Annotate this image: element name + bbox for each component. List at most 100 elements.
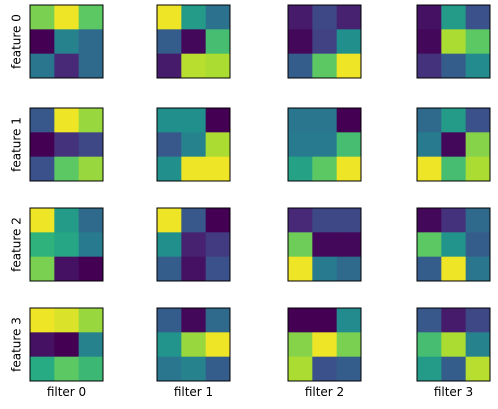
heatmap-cell bbox=[288, 356, 313, 382]
heatmap-cell bbox=[441, 208, 467, 233]
heatmap-cell bbox=[205, 208, 231, 233]
panel-frame bbox=[29, 307, 104, 382]
heatmap-cell bbox=[181, 356, 207, 382]
heatmap-cell bbox=[157, 356, 182, 382]
heatmap-cell bbox=[288, 308, 313, 333]
panel-frame bbox=[156, 107, 231, 182]
heatmap-cell bbox=[30, 256, 55, 282]
heatmap-cell bbox=[312, 256, 338, 282]
heatmap-cell bbox=[54, 356, 80, 382]
heatmap-cell bbox=[465, 29, 491, 55]
heatmap-cell bbox=[312, 53, 338, 79]
heatmap-cell bbox=[157, 108, 182, 133]
heatmap-cell bbox=[417, 308, 442, 333]
panel-frame bbox=[156, 4, 231, 79]
row-label: feature 1 bbox=[10, 117, 24, 172]
heatmap-cell bbox=[78, 5, 104, 30]
row-label: feature 3 bbox=[10, 317, 24, 372]
panel-r1-c0 bbox=[29, 107, 104, 182]
panel-frame bbox=[29, 107, 104, 182]
heatmap-cell bbox=[157, 208, 182, 233]
panel-frame bbox=[287, 307, 362, 382]
heatmap-cell bbox=[288, 29, 313, 55]
heatmap-cell bbox=[78, 53, 104, 79]
heatmap-cell bbox=[181, 256, 207, 282]
heatmap-cell bbox=[30, 108, 55, 133]
heatmap-cell bbox=[157, 5, 182, 30]
heatmap-cell bbox=[417, 29, 442, 55]
heatmap-cell bbox=[54, 208, 80, 233]
panel-frame bbox=[156, 207, 231, 282]
heatmap-cell bbox=[181, 108, 207, 133]
heatmap-cell bbox=[465, 5, 491, 30]
heatmap-cell bbox=[336, 332, 362, 358]
heatmap-cell bbox=[30, 132, 55, 158]
heatmap-cell bbox=[336, 108, 362, 133]
panel-frame bbox=[156, 307, 231, 382]
heatmap-cell bbox=[205, 108, 231, 133]
heatmap-cell bbox=[78, 356, 104, 382]
heatmap-cell bbox=[441, 256, 467, 282]
heatmap-cell bbox=[441, 108, 467, 133]
heatmap-cell bbox=[30, 308, 55, 333]
panel-r0-c2 bbox=[287, 4, 362, 79]
heatmap-cell bbox=[417, 132, 442, 158]
heatmap-cell bbox=[181, 208, 207, 233]
heatmap-cell bbox=[417, 256, 442, 282]
heatmap-cell bbox=[417, 108, 442, 133]
heatmap-cell bbox=[205, 5, 231, 30]
heatmap-cell bbox=[30, 332, 55, 358]
heatmap-cell bbox=[288, 132, 313, 158]
heatmap-cell bbox=[30, 53, 55, 79]
panel-r3-c3 bbox=[416, 307, 491, 382]
panel-frame bbox=[287, 207, 362, 282]
heatmap-cell bbox=[30, 156, 55, 182]
heatmap-cell bbox=[441, 132, 467, 158]
heatmap-cell bbox=[78, 29, 104, 55]
panel-r1-c3 bbox=[416, 107, 491, 182]
panel-frame bbox=[287, 4, 362, 79]
heatmap-cell bbox=[441, 356, 467, 382]
panel-frame bbox=[416, 207, 491, 282]
heatmap-cell bbox=[336, 132, 362, 158]
heatmap-cell bbox=[205, 232, 231, 258]
panel-r2-c1 bbox=[156, 207, 231, 282]
heatmap-cell bbox=[205, 308, 231, 333]
panel-frame bbox=[29, 207, 104, 282]
heatmap-cell bbox=[465, 356, 491, 382]
heatmap-cell bbox=[336, 53, 362, 79]
heatmap-cell bbox=[465, 156, 491, 182]
heatmap-cell bbox=[465, 132, 491, 158]
heatmap-cell bbox=[288, 5, 313, 30]
heatmap-cell bbox=[288, 208, 313, 233]
heatmap-cell bbox=[181, 5, 207, 30]
heatmap-cell bbox=[441, 232, 467, 258]
heatmap-cell bbox=[157, 256, 182, 282]
panel-r1-c1 bbox=[156, 107, 231, 182]
column-label: filter 1 bbox=[174, 385, 213, 399]
heatmap-cell bbox=[336, 308, 362, 333]
heatmap-cell bbox=[54, 132, 80, 158]
heatmap-cell bbox=[336, 208, 362, 233]
heatmap-cell bbox=[417, 208, 442, 233]
heatmap-cell bbox=[54, 256, 80, 282]
panel-r2-c2 bbox=[287, 207, 362, 282]
heatmap-cell bbox=[336, 156, 362, 182]
heatmap-cell bbox=[465, 232, 491, 258]
heatmap-cell bbox=[417, 5, 442, 30]
heatmap-cell bbox=[288, 53, 313, 79]
panel-frame bbox=[416, 307, 491, 382]
heatmap-cell bbox=[54, 332, 80, 358]
heatmap-cell bbox=[312, 108, 338, 133]
panel-frame bbox=[29, 4, 104, 79]
heatmap-cell bbox=[417, 156, 442, 182]
heatmap-cell bbox=[54, 108, 80, 133]
heatmap-cell bbox=[205, 132, 231, 158]
heatmap-cell bbox=[205, 156, 231, 182]
heatmap-cell bbox=[78, 108, 104, 133]
panel-r2-c0 bbox=[29, 207, 104, 282]
heatmap-cell bbox=[205, 256, 231, 282]
heatmap-cell bbox=[205, 29, 231, 55]
heatmap-cell bbox=[157, 132, 182, 158]
